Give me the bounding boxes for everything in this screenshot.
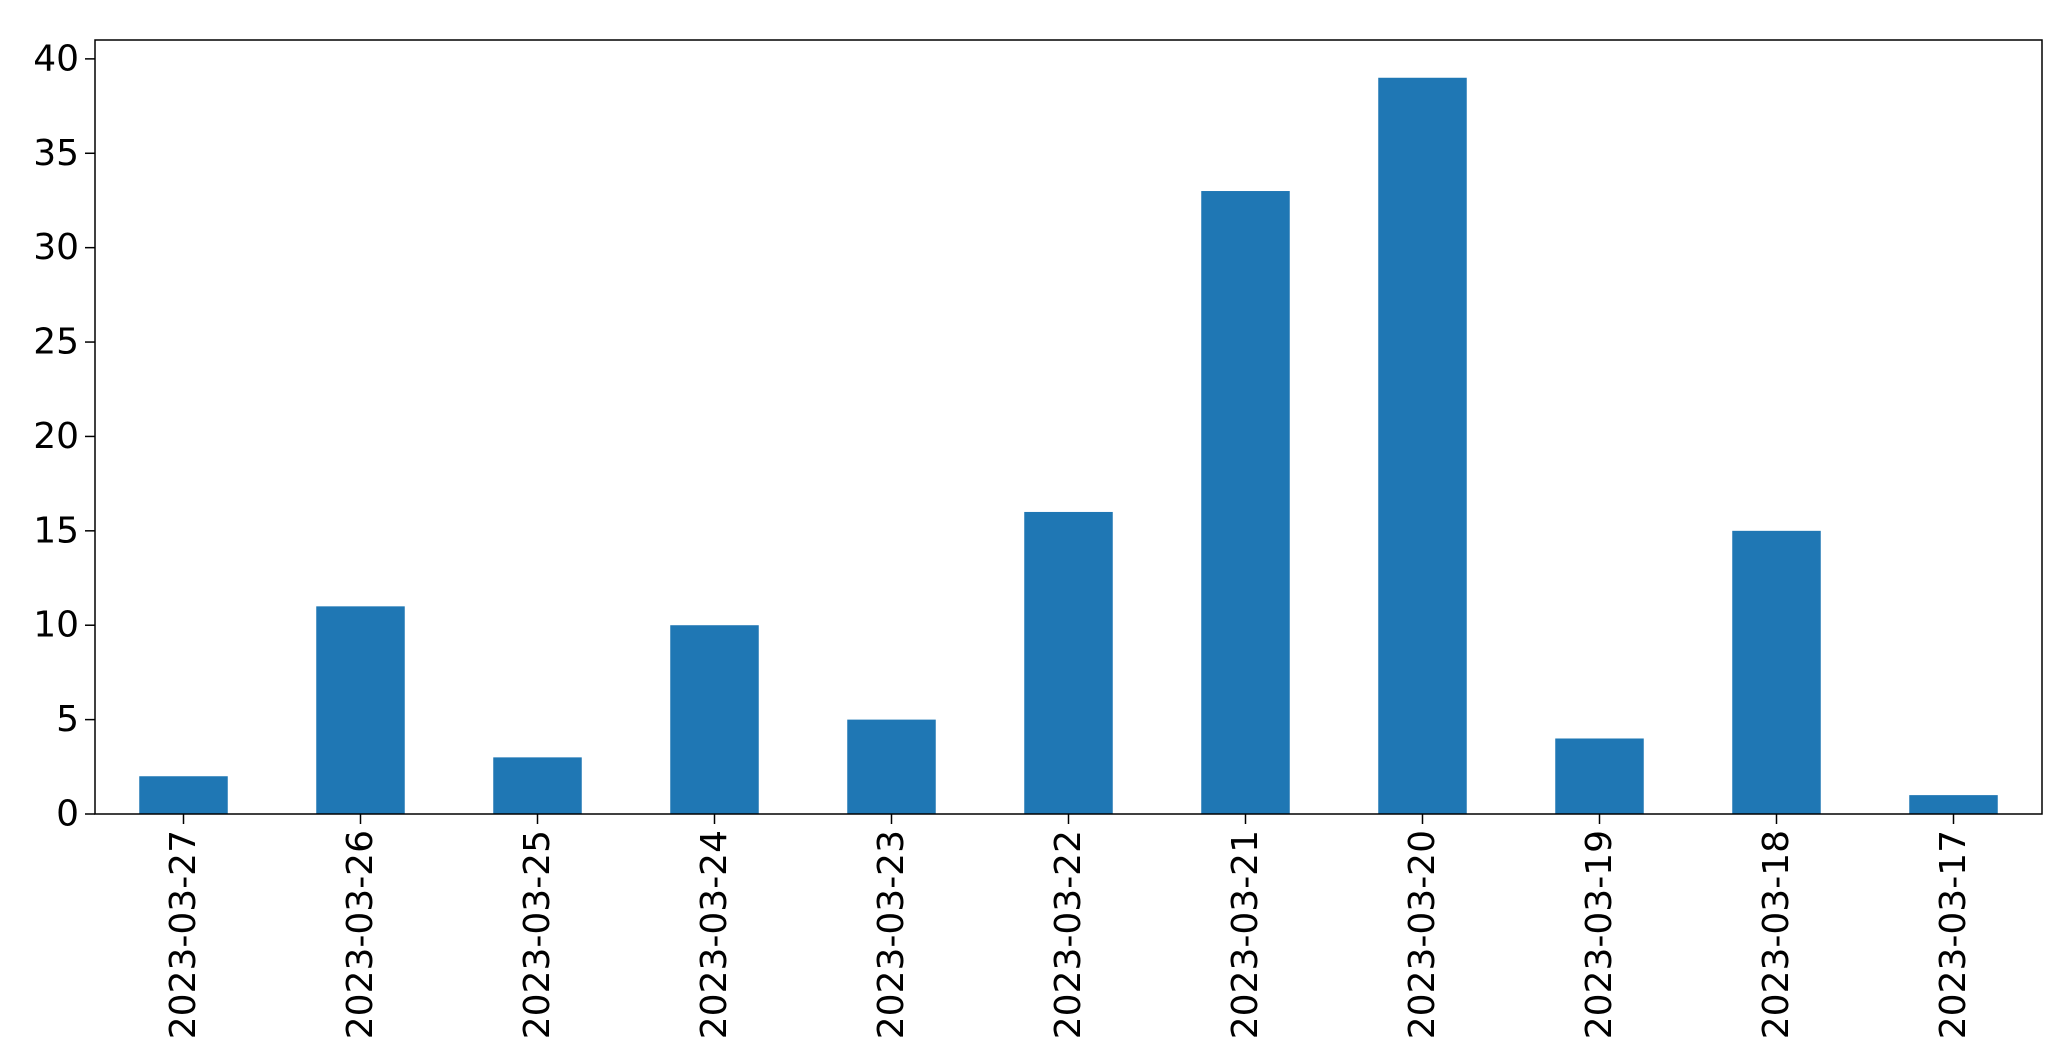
- x-tick-label: 2023-03-19: [1579, 830, 1620, 1039]
- x-tick-label: 2023-03-18: [1756, 830, 1797, 1039]
- bar-2023-03-22: [1024, 511, 1113, 814]
- bar-2023-03-27: [139, 776, 228, 814]
- bar-2023-03-24: [670, 625, 759, 814]
- bars-layer: [139, 77, 1998, 814]
- y-tick-label: 35: [33, 133, 79, 174]
- y-axis: 0 5 10 15 20 25 30 35 40: [33, 38, 95, 835]
- x-tick-label: 2023-03-21: [1225, 830, 1266, 1039]
- plot-frame: [94, 39, 2043, 815]
- x-tick-label: 2023-03-23: [871, 830, 912, 1039]
- x-tick-label: 2023-03-22: [1048, 830, 1089, 1039]
- bar-2023-03-21: [1201, 191, 1290, 814]
- x-tick-label: 2023-03-24: [694, 830, 735, 1039]
- y-tick-label: 15: [33, 510, 79, 551]
- y-tick-label: 10: [33, 605, 79, 646]
- x-tick-label: 2023-03-26: [340, 830, 381, 1039]
- bar-2023-03-19: [1555, 738, 1644, 814]
- y-tick-label: 20: [33, 416, 79, 457]
- y-tick-label: 30: [33, 227, 79, 268]
- y-tick-label: 40: [33, 38, 79, 79]
- bar-2023-03-25: [493, 757, 582, 814]
- y-tick-label: 5: [56, 699, 79, 740]
- x-tick-label: 2023-03-25: [517, 830, 558, 1039]
- bar-2023-03-26: [316, 606, 405, 814]
- x-axis: 2023-03-27 2023-03-26 2023-03-25 2023-03-24…: [163, 814, 1974, 1039]
- y-tick-label: 0: [56, 794, 79, 835]
- bar-2023-03-18: [1732, 530, 1821, 814]
- bar-2023-03-23: [847, 719, 936, 814]
- y-tick-label: 25: [33, 322, 79, 363]
- bar-2023-03-17: [1909, 795, 1998, 814]
- x-tick-label: 2023-03-17: [1933, 830, 1974, 1039]
- x-tick-label: 2023-03-20: [1402, 830, 1443, 1039]
- bar-2023-03-20: [1378, 77, 1467, 814]
- x-tick-label: 2023-03-27: [163, 830, 204, 1039]
